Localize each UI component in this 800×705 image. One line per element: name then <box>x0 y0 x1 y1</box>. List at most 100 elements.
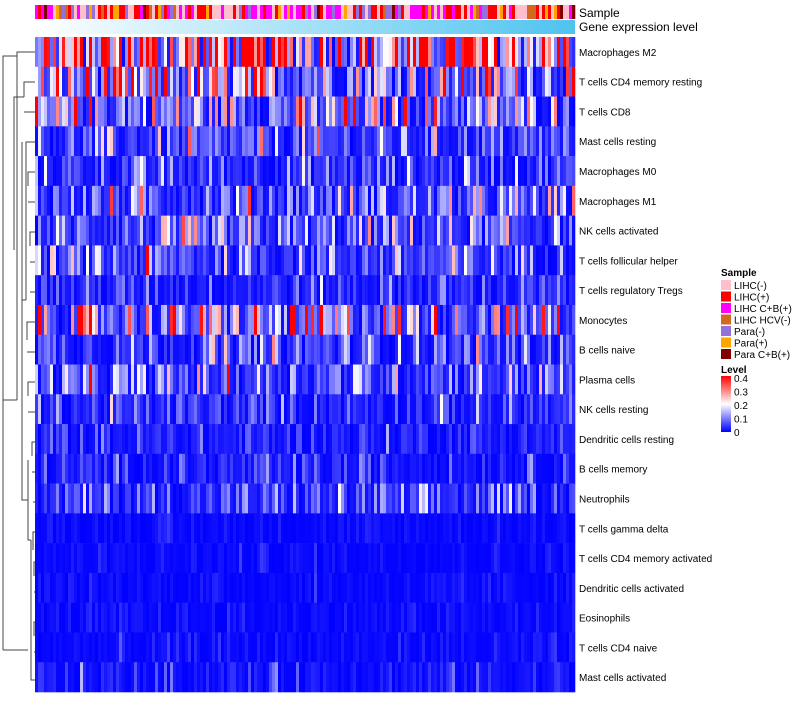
heatmap-cell <box>50 37 54 68</box>
heatmap-cell <box>242 185 246 216</box>
heatmap-cell <box>128 126 132 157</box>
heatmap-cell <box>92 185 96 216</box>
sample-legend-swatch <box>721 314 731 325</box>
heatmap-cell <box>248 424 252 455</box>
heatmap-cell <box>140 632 144 663</box>
heatmap-cell <box>236 424 240 455</box>
heatmap-cell <box>335 156 339 187</box>
heatmap-cell <box>506 602 510 633</box>
heatmap-cell <box>62 245 66 276</box>
heatmap-cell <box>272 304 276 336</box>
heatmap-cell <box>218 543 222 574</box>
heatmap-cell <box>272 215 276 246</box>
heatmap-cell <box>233 126 237 157</box>
heatmap-cell <box>62 126 66 157</box>
heatmap-cell <box>233 275 237 306</box>
heatmap-cell <box>497 185 501 216</box>
sample-annotation-cell <box>68 5 72 19</box>
heatmap-cell <box>269 304 273 336</box>
sample-annotation-cell <box>317 5 321 19</box>
heatmap-cell <box>221 304 225 336</box>
heatmap-cell <box>149 126 153 157</box>
heatmap-cell <box>257 185 261 216</box>
heatmap-cell <box>74 364 78 395</box>
heatmap-cell <box>446 602 450 633</box>
heatmap-cell <box>470 662 474 693</box>
heatmap-cell <box>221 185 225 216</box>
heatmap-cell <box>530 483 534 514</box>
heatmap-cell <box>338 126 342 157</box>
heatmap-cell <box>38 483 42 514</box>
heatmap-cell <box>344 185 348 216</box>
heatmap-cell <box>332 334 336 365</box>
sample-annotation-cell <box>386 5 390 19</box>
heatmap-cell <box>398 543 402 574</box>
sample-annotation-cell <box>248 5 252 19</box>
heatmap-cell <box>284 185 288 216</box>
heatmap-cell <box>563 572 567 603</box>
sample-annotation-cell <box>449 5 453 19</box>
heatmap-cell <box>317 572 321 603</box>
heatmap-cell <box>521 126 525 157</box>
heatmap-cell <box>413 632 417 663</box>
heatmap-cell <box>278 96 282 127</box>
heatmap-cell <box>548 245 552 276</box>
heatmap-cell <box>395 66 399 97</box>
heatmap-cell <box>179 156 183 187</box>
heatmap-cell <box>533 275 537 306</box>
heatmap-cell <box>62 662 66 693</box>
heatmap-cell <box>311 156 315 187</box>
heatmap-cell <box>560 364 564 395</box>
heatmap-cell <box>530 275 534 306</box>
heatmap-cell <box>446 364 450 395</box>
heatmap-cell <box>389 215 393 246</box>
heatmap-cell <box>248 632 252 663</box>
heatmap-cell <box>77 394 81 425</box>
heatmap-cell <box>47 513 51 544</box>
heatmap-cell <box>44 424 48 455</box>
heatmap-cell <box>563 543 567 574</box>
sample-annotation-cell <box>308 5 312 19</box>
heatmap-cell <box>137 37 141 68</box>
heatmap-cell <box>302 334 306 365</box>
heatmap-cell <box>230 632 234 663</box>
heatmap-cell <box>329 424 333 455</box>
heatmap-cell <box>275 394 279 425</box>
heatmap-cell <box>485 334 489 365</box>
heatmap-cell <box>449 662 453 693</box>
heatmap-cell <box>323 483 327 514</box>
heatmap-cell <box>470 156 474 187</box>
heatmap-cell <box>425 632 429 663</box>
heatmap-cell <box>485 37 489 68</box>
heatmap-cell <box>311 245 315 276</box>
heatmap-cell <box>491 156 495 187</box>
heatmap-cell <box>167 572 171 603</box>
heatmap-cell <box>68 37 72 68</box>
heatmap-cell <box>332 126 336 157</box>
heatmap-cell <box>482 66 486 97</box>
heatmap-cell <box>140 126 144 157</box>
heatmap-cell <box>209 275 213 306</box>
heatmap-cell <box>473 156 477 187</box>
heatmap-cell <box>167 513 171 544</box>
heatmap-cell <box>539 632 543 663</box>
heatmap-cell <box>293 513 297 544</box>
heatmap-cell <box>380 66 384 97</box>
heatmap-cell <box>311 126 315 157</box>
heatmap-cell <box>374 572 378 603</box>
heatmap-cell <box>134 424 138 455</box>
heatmap-cell <box>197 304 201 336</box>
heatmap-cell <box>332 275 336 306</box>
heatmap-cell <box>158 334 162 365</box>
heatmap-cell <box>149 245 153 276</box>
heatmap-cell <box>329 275 333 306</box>
heatmap-cell <box>554 334 558 365</box>
heatmap-cell <box>236 483 240 514</box>
heatmap-cell <box>254 632 258 663</box>
heatmap-cell <box>482 572 486 603</box>
heatmap-cell <box>92 66 96 97</box>
heatmap-cell <box>107 215 111 246</box>
heatmap-cell <box>452 304 456 336</box>
heatmap-cell <box>191 66 195 97</box>
heatmap-cell <box>35 215 39 246</box>
